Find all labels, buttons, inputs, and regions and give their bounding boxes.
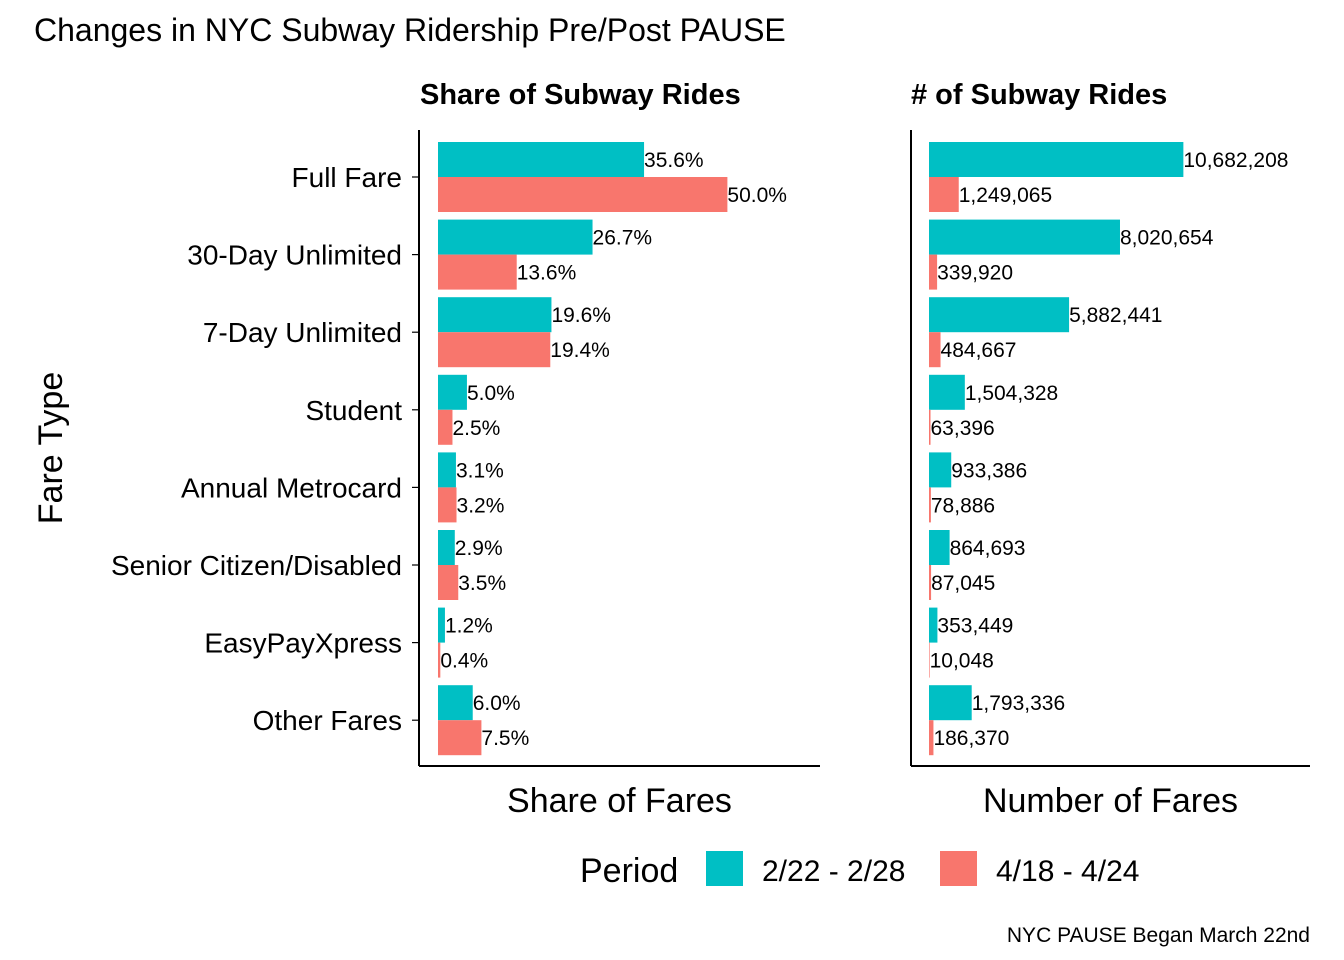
value-label: 26.7%: [593, 227, 653, 250]
value-label: 484,667: [941, 339, 1017, 362]
bar-easypayxpress: [929, 642, 930, 678]
value-label: 2.5%: [452, 417, 500, 440]
legend-label: 2/22 - 2/28: [762, 855, 905, 888]
bar-30-day-unlimited: [438, 254, 517, 290]
value-label: 10,682,208: [1183, 149, 1288, 172]
value-label: 7.5%: [481, 727, 529, 750]
bar-annual-metrocard: [438, 452, 456, 488]
chart-caption: NYC PAUSE Began March 22nd: [1007, 924, 1310, 947]
bar-senior-citizen-disabled: [438, 565, 459, 600]
bar-student: [438, 374, 467, 410]
value-label: 6.0%: [473, 692, 521, 715]
value-label: 1,504,328: [965, 382, 1058, 405]
category-label-easypayxpress: EasyPayXpress: [204, 628, 402, 659]
bar-7-day-unlimited: [929, 297, 1070, 333]
value-label: 50.0%: [727, 184, 787, 207]
value-label: 1.2%: [445, 615, 493, 638]
value-label: 5,882,441: [1069, 304, 1162, 327]
x-axis-title: Number of Fares: [983, 782, 1238, 820]
bar-senior-citizen-disabled: [929, 565, 932, 600]
legend-label: 4/18 - 4/24: [996, 855, 1139, 888]
series-2-22-2-28: 10,682,208 8,020,654 5,882,441 1,504,328 933…: [929, 142, 1288, 721]
value-label: 5.0%: [467, 382, 515, 405]
bar-student: [929, 409, 931, 445]
bar-other-fares: [438, 685, 473, 721]
bar-other-fares: [929, 720, 934, 756]
value-label: 78,886: [931, 494, 995, 517]
series-4-18-4-24: 1,249,065 339,920 484,667 63,396 78,886 87,04…: [929, 177, 1052, 756]
value-label: 8,020,654: [1120, 227, 1214, 250]
value-label: 63,396: [931, 417, 995, 440]
value-label: 19.4%: [550, 339, 610, 362]
value-label: 3.5%: [458, 572, 506, 595]
bar-annual-metrocard: [929, 487, 931, 523]
category-label-annual-metrocard: Annual Metrocard: [181, 472, 402, 503]
value-label: 13.6%: [517, 262, 577, 285]
value-label: 35.6%: [644, 149, 704, 172]
panel-of-subway-rides: # of Subway Rides Number of Fares 10,682,2…: [910, 79, 1310, 820]
value-label: 339,920: [937, 262, 1013, 285]
y-axis-title: Fare Type: [32, 372, 70, 524]
value-label: 87,045: [931, 572, 995, 595]
bar-7-day-unlimited: [438, 297, 552, 333]
value-label: 0.4%: [440, 650, 488, 673]
bar-30-day-unlimited: [929, 254, 938, 290]
value-label: 1,249,065: [959, 184, 1052, 207]
category-label-7-day-unlimited: 7-Day Unlimited: [203, 317, 402, 348]
bar-30-day-unlimited: [438, 219, 593, 255]
panel-title: Share of Subway Rides: [420, 79, 741, 111]
category-labels: Full Fare 30-Day Unlimited 7-Day Unlimited…: [111, 162, 419, 736]
category-label-student: Student: [305, 395, 402, 426]
bar-full-fare: [438, 142, 645, 177]
bar-easypayxpress: [438, 607, 445, 643]
value-label: 864,693: [950, 537, 1026, 560]
category-label-other-fares: Other Fares: [253, 705, 402, 736]
chart-panels: Share of Subway Rides Share of Fares 35.6%…: [418, 79, 1310, 820]
bar-easypayxpress: [438, 642, 441, 678]
value-label: 2.9%: [455, 537, 503, 560]
bar-student: [438, 409, 453, 445]
value-label: 10,048: [930, 650, 994, 673]
legend: Period 2/22 - 2/28 4/18 - 4/24: [580, 851, 1139, 890]
bar-annual-metrocard: [438, 487, 457, 523]
series-2-22-2-28: 35.6% 26.7% 19.6% 5.0% 3.1% 2.9% 1.2% 6.0%: [438, 142, 704, 721]
bar-full-fare: [438, 177, 728, 212]
bar-senior-citizen-disabled: [929, 530, 950, 565]
x-axis-title: Share of Fares: [507, 782, 732, 820]
bar-annual-metrocard: [929, 452, 952, 488]
bar-other-fares: [438, 720, 482, 756]
bar-other-fares: [929, 685, 972, 721]
legend-title: Period: [580, 852, 678, 890]
bar-senior-citizen-disabled: [438, 530, 455, 565]
bar-full-fare: [929, 142, 1184, 177]
panel-share-of-subway-rides: Share of Subway Rides Share of Fares 35.6%…: [418, 79, 820, 820]
bar-7-day-unlimited: [438, 332, 551, 368]
category-label-full-fare: Full Fare: [292, 162, 402, 193]
value-label: 3.1%: [456, 459, 504, 482]
bar-30-day-unlimited: [929, 219, 1120, 255]
legend-swatch-4-18-4-24: [940, 851, 977, 886]
value-label: 19.6%: [551, 304, 611, 327]
bar-7-day-unlimited: [929, 332, 941, 368]
panel-title: # of Subway Rides: [911, 79, 1167, 111]
legend-swatch-2-22-2-28: [706, 851, 743, 886]
bar-easypayxpress: [929, 607, 938, 643]
bar-student: [929, 374, 965, 410]
value-label: 933,386: [951, 459, 1027, 482]
category-label-30-day-unlimited: 30-Day Unlimited: [187, 240, 402, 271]
category-label-senior-citizen-disabled: Senior Citizen/Disabled: [111, 550, 402, 581]
value-label: 353,449: [937, 615, 1013, 638]
value-label: 186,370: [933, 727, 1009, 750]
chart-title: Changes in NYC Subway Ridership Pre/Post…: [34, 12, 786, 48]
value-label: 1,793,336: [972, 692, 1065, 715]
series-4-18-4-24: 50.0% 13.6% 19.4% 2.5% 3.2% 3.5% 0.4% 7.5%: [438, 177, 787, 756]
value-label: 3.2%: [457, 494, 505, 517]
bar-full-fare: [929, 177, 959, 212]
